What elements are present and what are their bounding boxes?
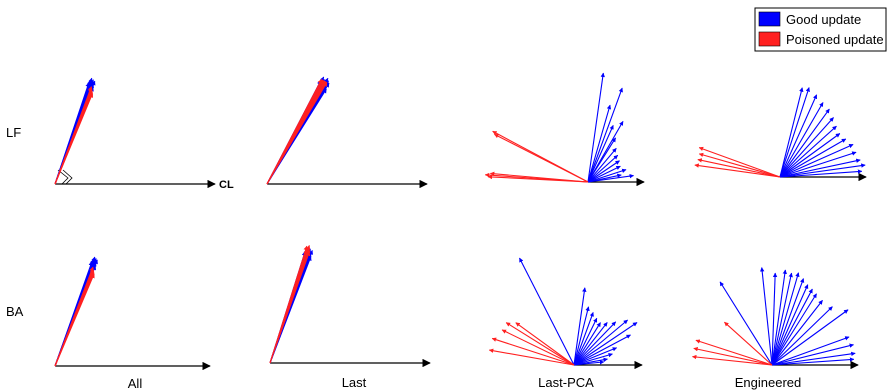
panel-ba-last-pca xyxy=(488,257,643,370)
poisoned-update-vector xyxy=(487,174,589,183)
poisoned-update-vector xyxy=(492,130,589,183)
poisoned-update-vector xyxy=(694,163,781,178)
good-update-vector xyxy=(573,322,608,366)
good-update-vector xyxy=(779,94,818,178)
good-update-vector xyxy=(779,138,847,178)
good-update-vector xyxy=(573,352,613,366)
panel-lf-engineered xyxy=(694,87,867,182)
good-update-vector xyxy=(587,168,627,183)
good-update-vector xyxy=(587,165,621,183)
angle-marker xyxy=(57,169,73,185)
poisoned-update-vector xyxy=(491,337,575,366)
row-label-ba: BA xyxy=(6,304,24,319)
good-update-vector xyxy=(519,257,575,366)
good-update-vector xyxy=(587,160,620,183)
poisoned-update-vector xyxy=(266,78,322,185)
good-update-vector xyxy=(719,281,773,366)
axis-label-cl: CL xyxy=(219,179,234,191)
good-update-vector xyxy=(771,272,778,366)
good-update-vector xyxy=(771,309,849,366)
legend-swatch-poisoned xyxy=(758,31,781,47)
good-update-vector xyxy=(779,108,830,178)
good-update-vector xyxy=(779,143,854,178)
poisoned-update-vector xyxy=(697,158,781,178)
panel-lf-last-pca xyxy=(484,72,645,187)
legend: Good update Poisoned update xyxy=(754,7,887,52)
good-update-vector xyxy=(771,272,800,366)
legend-swatch-good xyxy=(758,11,781,27)
column-label-last: Last xyxy=(342,375,367,390)
good-update-vector xyxy=(759,267,773,366)
panel-lf-last xyxy=(266,76,428,189)
good-update-vector xyxy=(771,269,787,366)
good-update-vector xyxy=(573,287,587,366)
good-update-vector xyxy=(779,151,857,178)
good-update-vector xyxy=(771,300,823,366)
poisoned-update-vector xyxy=(54,266,94,367)
good-update-vector xyxy=(587,173,634,183)
good-update-vector xyxy=(54,82,90,185)
poisoned-update-vector xyxy=(488,348,575,366)
good-update-vector xyxy=(779,169,863,178)
good-update-vector xyxy=(573,319,628,366)
column-label-engineered: Engineered xyxy=(735,375,802,390)
poisoned-update-vector xyxy=(698,152,781,178)
row-label-lf: LF xyxy=(6,125,21,140)
good-update-vector xyxy=(779,117,834,178)
poisoned-update-vector xyxy=(269,245,308,364)
poisoned-update-vector xyxy=(698,146,781,178)
good-update-vector xyxy=(587,72,605,183)
poisoned-update-vector xyxy=(489,171,589,183)
poisoned-update-vector xyxy=(692,354,773,366)
poisoned-update-vector xyxy=(695,339,773,366)
panel-ba-all xyxy=(54,256,211,371)
good-update-vector xyxy=(573,317,598,366)
good-update-vector xyxy=(779,133,841,178)
good-update-vector xyxy=(573,334,631,366)
panel-ba-engineered xyxy=(692,267,859,370)
column-label-last-pca: Last-PCA xyxy=(538,375,594,390)
poisoned-update-vector xyxy=(724,321,773,366)
poisoned-update-vector xyxy=(515,322,575,366)
good-update-vector xyxy=(587,104,612,183)
legend-label-poisoned: Poisoned update xyxy=(786,32,884,47)
poisoned-update-vector xyxy=(501,329,575,366)
good-update-vector xyxy=(771,272,793,366)
good-update-vector xyxy=(573,321,617,366)
good-update-vector xyxy=(771,293,817,366)
good-update-vector xyxy=(587,124,614,183)
good-update-vector xyxy=(779,87,804,178)
column-label-all: All xyxy=(128,376,143,391)
good-update-vector xyxy=(771,278,805,366)
good-update-vector xyxy=(779,102,824,178)
good-update-vector xyxy=(779,158,861,178)
legend-label-good: Good update xyxy=(786,12,861,27)
good-update-vector xyxy=(771,343,854,366)
good-update-vector xyxy=(573,322,601,366)
good-update-vector xyxy=(771,284,809,366)
good-update-vector xyxy=(771,288,813,366)
good-update-vector xyxy=(573,347,618,366)
good-update-vector xyxy=(573,311,594,366)
good-update-vector xyxy=(573,306,590,366)
good-update-vector xyxy=(587,87,623,183)
panel-ba-last xyxy=(269,244,431,368)
good-update-vector xyxy=(587,154,619,183)
good-update-vector xyxy=(779,163,866,178)
good-update-vector xyxy=(587,147,617,183)
good-update-vector xyxy=(573,322,638,366)
good-update-vector xyxy=(771,351,856,366)
good-update-vector xyxy=(771,306,833,366)
good-update-vector xyxy=(587,120,624,183)
panel-lf-all xyxy=(54,77,216,189)
good-update-vector xyxy=(779,125,837,178)
poisoned-update-vector xyxy=(54,86,93,185)
good-update-vector xyxy=(771,336,850,366)
poisoned-update-vector xyxy=(693,347,773,366)
good-update-vector xyxy=(573,360,605,366)
good-update-vector xyxy=(779,87,810,178)
good-update-vector xyxy=(771,357,855,366)
poisoned-update-vector xyxy=(505,322,575,366)
